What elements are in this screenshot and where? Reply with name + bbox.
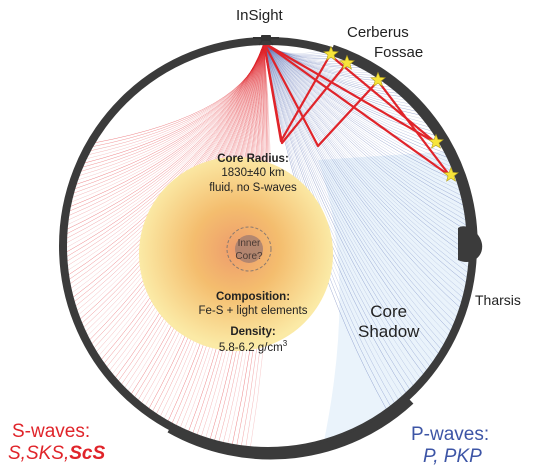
composition-value: Fe-S + light elements xyxy=(198,305,308,318)
s-wave-ray xyxy=(66,44,265,267)
p-wave-ray xyxy=(263,44,449,337)
p-wave-ray xyxy=(263,44,460,183)
p-wave-ray xyxy=(263,44,465,294)
p-wave-ray xyxy=(263,44,458,178)
s-wave-ray xyxy=(66,44,265,230)
s-wave-ray xyxy=(66,44,265,249)
p-wave-ray xyxy=(263,44,464,299)
s-wave-legend-items: S,SKS,ScS xyxy=(8,444,105,463)
p-wave-ray xyxy=(263,44,463,193)
core-shadow-label: Core Shadow xyxy=(358,302,419,341)
s-wave-ray xyxy=(85,44,265,160)
s-wave-legend-scs: ScS xyxy=(69,443,106,464)
marsquake-epicenters xyxy=(323,45,459,182)
p-wave-ray xyxy=(263,44,446,150)
star-icon xyxy=(428,133,444,149)
composition-block: Composition: Fe-S + light elements xyxy=(188,290,318,319)
p-wave-ray xyxy=(263,44,470,253)
p-wave-legend-items: P, PKP xyxy=(423,446,482,467)
star-icon xyxy=(323,45,339,61)
core-shadow-label-line2: Shadow xyxy=(358,321,420,341)
s-wave-ray xyxy=(87,44,265,156)
p-wave-ray xyxy=(263,44,469,274)
p-wave-ray xyxy=(263,44,428,371)
p-wave-ray xyxy=(263,44,462,188)
core-radius-block: Core Radius: 1830±40 km fluid, no S-wave… xyxy=(188,152,318,195)
scs-reflection-paths xyxy=(262,42,451,177)
p-wave-ray xyxy=(263,44,447,341)
star-icon xyxy=(443,166,459,182)
p-wave-ray xyxy=(263,44,452,332)
cerberus-label-line1: Cerberus xyxy=(347,24,409,41)
inner-core xyxy=(235,235,263,263)
p-wave-ray xyxy=(263,44,453,164)
s-wave-ray xyxy=(66,44,265,262)
p-wave-ray xyxy=(263,44,470,248)
p-wave-ray xyxy=(263,44,466,203)
p-wave-ray xyxy=(263,44,470,258)
p-wave-ray xyxy=(263,44,470,243)
p-wave-ray xyxy=(263,44,454,328)
p-wave-ray xyxy=(263,44,470,263)
p-wave-ray xyxy=(263,44,442,350)
p-wave-ray xyxy=(263,44,468,279)
cerberus-label-line2: Fossae xyxy=(374,44,424,61)
s-wave-ray xyxy=(83,44,265,164)
star-icon xyxy=(370,71,386,87)
p-wave-ray xyxy=(263,44,425,375)
p-wave-ray xyxy=(263,44,437,359)
inner-core-label: Inner Core? xyxy=(229,238,269,263)
p-wave-ray xyxy=(263,44,456,323)
p-wave-ray xyxy=(263,44,469,269)
p-wave-ray xyxy=(263,44,434,363)
insight-label: InSight xyxy=(236,7,283,24)
p-wave-ray xyxy=(263,44,418,383)
s-wave-ray xyxy=(94,44,265,144)
p-wave-ray xyxy=(263,44,470,228)
p-wave-ray xyxy=(263,44,448,155)
p-wave-ray xyxy=(263,44,467,284)
density-unit-sup: 3 xyxy=(282,339,288,349)
p-wave-ray xyxy=(263,44,470,233)
lander-icon xyxy=(253,35,279,46)
s-wave-legend-plain: S,SKS, xyxy=(8,443,70,464)
density-block: Density: 5.8-6.2 g/cm3 xyxy=(188,325,318,356)
p-wave-ray xyxy=(263,44,469,218)
tharsis-label: Tharsis xyxy=(475,292,521,308)
inner-core-boundary xyxy=(226,226,272,272)
p-wave-ray xyxy=(263,44,439,355)
p-wave-ray xyxy=(263,44,466,289)
inner-core-label-line2: Core? xyxy=(235,250,263,262)
p-wave-ray xyxy=(263,44,469,223)
density-title: Density: xyxy=(230,326,276,338)
s-wave-legend-title: S-waves: xyxy=(12,421,91,442)
p-wave-ray xyxy=(263,44,467,208)
star-icon xyxy=(339,54,355,70)
p-wave-ray xyxy=(263,44,431,367)
s-wave-ray xyxy=(89,44,265,152)
composition-title: Composition: xyxy=(215,291,291,303)
s-wave-ray xyxy=(67,44,265,271)
core-shadow-label-line1: Core xyxy=(370,302,408,321)
p-wave-ray xyxy=(263,44,465,198)
core-radius-value: 1830±40 km xyxy=(221,167,285,180)
s-wave-ray xyxy=(66,44,265,244)
inner-core-label-line1: Inner xyxy=(237,238,261,249)
p-wave-ray xyxy=(263,44,445,346)
density-value: 5.8-6.2 g/cm xyxy=(218,342,283,355)
core-radius-note: fluid, no S-waves xyxy=(209,181,297,194)
s-wave-ray xyxy=(66,44,265,253)
p-wave-ray xyxy=(263,44,455,168)
p-wave-ray xyxy=(263,44,421,379)
p-wave-legend-title: P-waves: xyxy=(411,424,490,445)
core-radius-title: Core Radius: xyxy=(217,153,289,165)
p-wave-ray xyxy=(263,44,468,213)
p-wave-ray xyxy=(263,44,470,238)
